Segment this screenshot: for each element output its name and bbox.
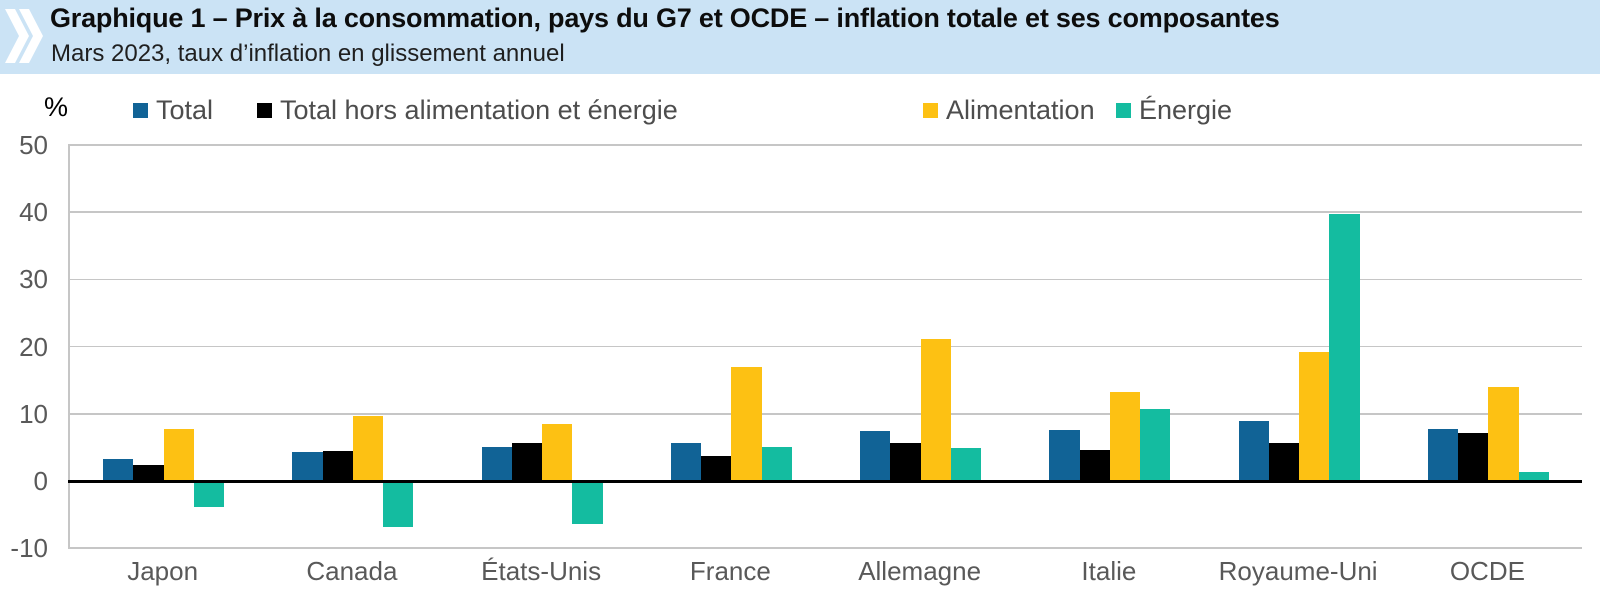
legend-item-total-hors-alimentation-et-energie: Total hors alimentation et énergie (257, 93, 678, 127)
bar-alimentation-ocde (1488, 386, 1519, 481)
header-band: Graphique 1 – Prix à la consommation, pa… (0, 0, 1600, 74)
bar-total-hors-alimentation-et-energie-france (701, 456, 732, 481)
x-axis-label-italie: Italie (1081, 556, 1137, 586)
gridline--10 (68, 547, 1582, 549)
oecd-chevrons-icon (5, 9, 43, 63)
bar-total-hors-alimentation-et-energie-canada (322, 450, 353, 481)
bar-total-allemagne (860, 431, 891, 481)
legend-label: Alimentation (946, 94, 1095, 125)
bar-total-hors-alimentation-et-energie-japon (133, 464, 164, 481)
bar-total-etats-unis (481, 447, 512, 481)
bar-energie-ocde (1518, 472, 1549, 481)
y-tick-label: 0 (33, 466, 48, 496)
x-axis-label-canada: Canada (306, 556, 398, 586)
y-axis-unit-label: % (44, 92, 69, 122)
y-tick-label: 40 (19, 197, 48, 228)
bar-energie-italie (1140, 409, 1171, 481)
bar-energie-japon (193, 481, 224, 507)
x-axis-label-france: France (689, 556, 771, 586)
bar-energie-france (761, 446, 792, 481)
legend-item-alimentation: Alimentation (923, 93, 1095, 127)
bar-total-hors-alimentation-et-energie-ocde (1458, 432, 1489, 481)
bar-total-france (670, 442, 701, 481)
bar-total-royaume-uni (1238, 421, 1269, 481)
legend-item-total: Total (133, 93, 213, 127)
legend-swatch-alimentation-icon (923, 102, 938, 118)
gridline-30 (68, 278, 1582, 281)
bar-alimentation-royaume-uni (1299, 351, 1330, 481)
y-tick-label: -10 (10, 533, 48, 564)
legend-label: Total (156, 94, 214, 125)
bar-alimentation-japon (163, 428, 194, 481)
gridline-40 (68, 211, 1582, 213)
chart-title: Graphique 1 – Prix à la consommation, pa… (50, 3, 1280, 33)
x-axis-label-allemagne: Allemagne (858, 556, 982, 586)
bar-alimentation-etats-unis (542, 423, 573, 481)
bar-energie-allemagne (950, 448, 981, 481)
x-axis-label-ocde: OCDE (1449, 556, 1525, 586)
bar-energie-royaume-uni (1329, 214, 1360, 481)
bar-total-hors-alimentation-et-energie-allemagne (890, 442, 921, 481)
bar-total-italie (1049, 429, 1080, 481)
bar-energie-etats-unis (572, 481, 603, 524)
bar-total-japon (103, 459, 134, 481)
bar-energie-canada (383, 481, 414, 528)
bar-total-ocde (1427, 429, 1458, 481)
y-tick-label: 20 (19, 331, 48, 362)
legend-swatch-total-hors-alimentation-et-energie-icon (257, 102, 272, 118)
bar-total-hors-alimentation-et-energie-italie (1079, 450, 1110, 481)
bar-alimentation-canada (352, 415, 383, 481)
zero-axis-line (68, 479, 1582, 483)
gridline-50 (68, 144, 1582, 146)
chart-subtitle: Mars 2023, taux d’inflation en glissemen… (51, 40, 565, 67)
bar-total-canada (292, 452, 323, 481)
legend-label: Total hors alimentation et énergie (280, 94, 678, 125)
y-tick-label: 50 (19, 130, 48, 160)
bar-alimentation-france (731, 366, 762, 481)
y-tick-label: 30 (19, 264, 48, 295)
bar-alimentation-allemagne (920, 338, 951, 481)
legend-label: Énergie (1139, 94, 1233, 125)
bar-total-hors-alimentation-et-energie-etats-unis (511, 443, 542, 481)
y-tick-label: 10 (19, 398, 48, 429)
gridline-10 (68, 413, 1582, 415)
legend-swatch-total-icon (133, 102, 148, 118)
gridline-20 (68, 345, 1582, 348)
bar-alimentation-italie (1109, 392, 1140, 481)
x-axis-label-royaume-uni: Royaume-Uni (1218, 556, 1378, 586)
bar-total-hors-alimentation-et-energie-royaume-uni (1268, 442, 1299, 481)
x-axis-label-etats-unis: États-Unis (481, 556, 602, 586)
legend-item-energie: Énergie (1116, 93, 1232, 127)
legend-swatch-energie-icon (1116, 102, 1131, 118)
x-axis-label-japon: Japon (127, 556, 199, 586)
